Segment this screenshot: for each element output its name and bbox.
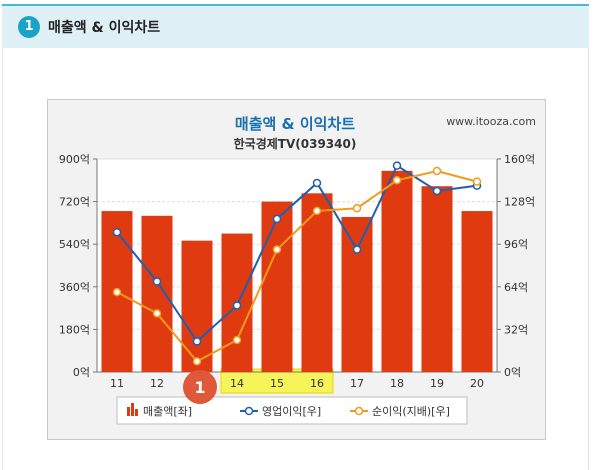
y-left-tick-label: 540억	[59, 238, 90, 251]
legend-label-revenue: 매출액[좌]	[143, 405, 192, 418]
y-left-tick-label: 180억	[59, 323, 90, 336]
x-tick-label: 15	[270, 377, 284, 390]
panel-title: 매출액 & 이익차트	[48, 20, 161, 36]
x-tick-label: 20	[470, 377, 484, 390]
point-operating-profit	[152, 277, 162, 286]
point-operating-profit	[352, 245, 362, 254]
point-net-income	[312, 206, 322, 216]
point-net-income	[232, 335, 242, 345]
point-net-income	[152, 309, 162, 318]
y-right-tick-label: 32억	[504, 323, 528, 336]
bar-revenue	[301, 193, 333, 372]
bar-revenue	[421, 186, 453, 372]
y-right-tick-label: 160억	[504, 153, 535, 166]
y-right-tick-label: 64억	[504, 281, 528, 294]
point-operating-profit	[272, 214, 282, 224]
chart-title: 매출액 & 이익차트	[235, 115, 355, 133]
y-right-tick-label: 96억	[504, 238, 528, 251]
point-operating-profit	[432, 186, 442, 196]
x-tick-label: 18	[390, 377, 404, 390]
bar-revenue	[141, 215, 173, 372]
point-operating-profit	[112, 227, 122, 237]
y-left-tick-label: 360억	[59, 281, 90, 294]
section-number-badge: 1	[18, 16, 40, 38]
bar-revenue	[181, 240, 213, 372]
legend-marker-net-income	[354, 406, 364, 416]
legend-bar-icon	[135, 409, 138, 416]
y-right-tick-label: 128억	[504, 196, 535, 209]
point-operating-profit	[192, 337, 202, 346]
point-net-income	[112, 287, 122, 297]
y-left-tick-label: 0억	[73, 366, 90, 379]
x-tick-label: 17	[350, 377, 364, 390]
legend-marker-operating-profit	[244, 406, 254, 416]
x-tick-label: 19	[430, 377, 444, 390]
y-left-tick-label: 900억	[59, 153, 90, 166]
legend-box	[116, 396, 468, 425]
annotation-marker	[183, 370, 217, 404]
x-tick-label: 16	[310, 377, 324, 390]
y-left-tick-label: 720억	[59, 196, 90, 209]
panel-header: 1 매출액 & 이익차트	[2, 4, 589, 48]
highlight-band	[220, 368, 334, 394]
y-right-tick-label: 0억	[504, 366, 521, 379]
legend-bar-icon	[131, 403, 134, 416]
point-net-income	[472, 177, 482, 186]
legend-bar-icon	[127, 407, 130, 416]
line-net-income	[116, 169, 478, 363]
point-net-income	[352, 204, 362, 213]
annotation-label: 1	[194, 378, 205, 397]
point-net-income	[192, 357, 202, 366]
x-tick-label: 11	[110, 377, 124, 390]
bar-revenue	[461, 211, 493, 372]
point-net-income	[272, 245, 282, 254]
x-tick-label: 12	[150, 377, 164, 390]
line-operating-profit	[116, 164, 478, 343]
bar-revenue	[341, 216, 373, 372]
legend-label-operating-profit: 영업이익[우]	[262, 405, 321, 418]
point-operating-profit	[232, 301, 242, 310]
bar-revenue	[381, 170, 413, 372]
point-net-income	[392, 176, 402, 185]
bar-revenue	[261, 201, 293, 372]
watermark: www.itooza.com	[446, 115, 536, 128]
chart-subtitle: 한국경제TV(039340)	[234, 136, 357, 151]
legend-label-net-income: 순이익(지배)[우]	[372, 405, 450, 418]
point-operating-profit	[312, 178, 322, 188]
x-tick-label: 14	[230, 377, 244, 390]
point-operating-profit	[392, 161, 402, 170]
point-net-income	[432, 166, 442, 176]
panel-body	[2, 48, 589, 470]
